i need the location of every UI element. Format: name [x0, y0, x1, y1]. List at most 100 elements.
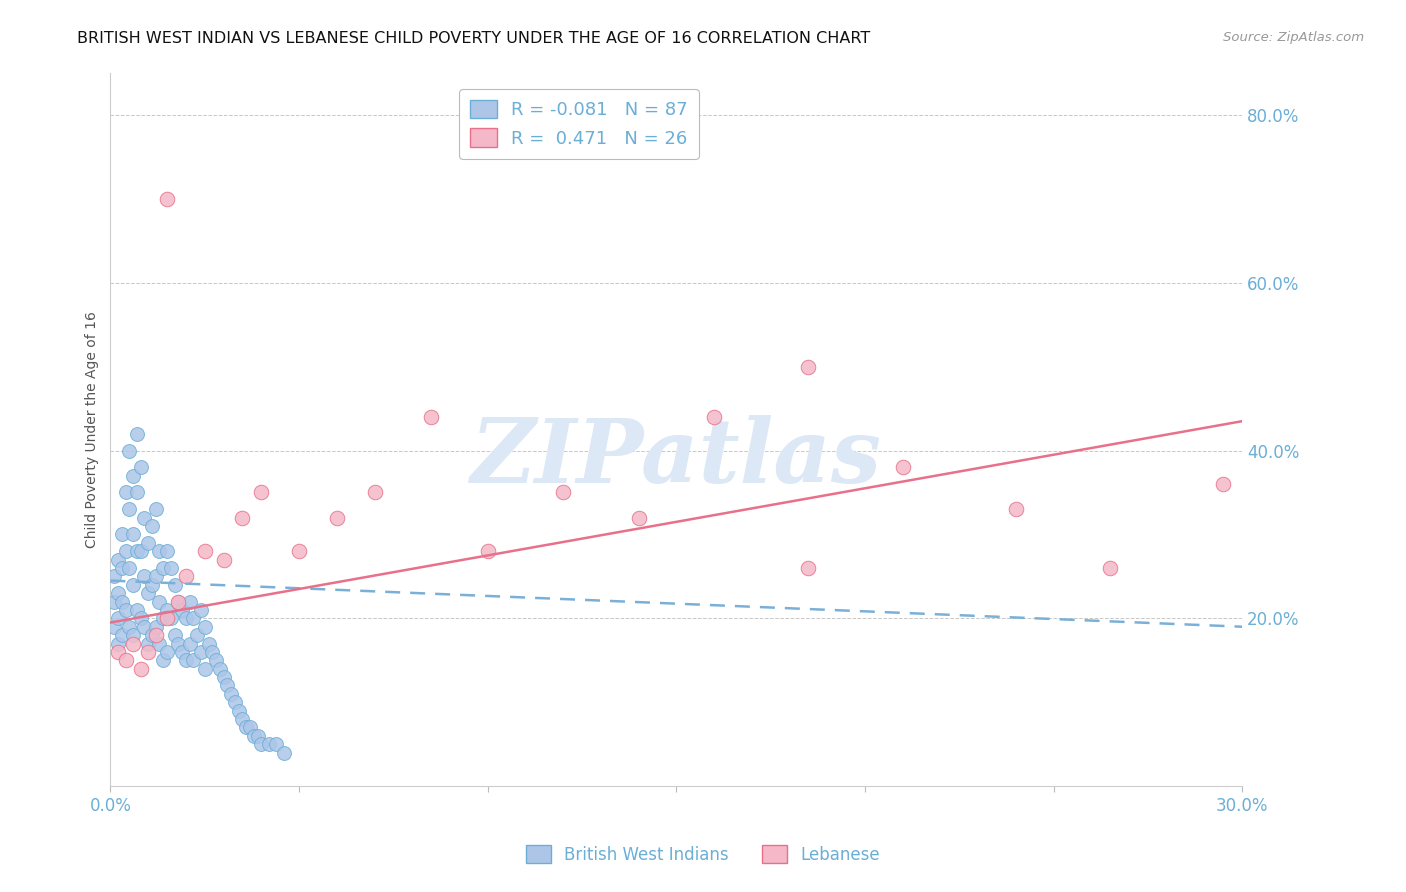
Point	[326, 510, 349, 524]
Point	[194, 620, 217, 634]
Point	[174, 653, 197, 667]
Point	[107, 586, 129, 600]
Point	[420, 409, 443, 424]
Point	[179, 636, 201, 650]
Point	[553, 485, 575, 500]
Point	[122, 578, 145, 592]
Point	[152, 561, 174, 575]
Point	[107, 645, 129, 659]
Point	[167, 636, 190, 650]
Point	[107, 552, 129, 566]
Point	[1212, 477, 1234, 491]
Point	[257, 737, 280, 751]
Point	[156, 603, 179, 617]
Point	[246, 729, 269, 743]
Point	[167, 594, 190, 608]
Point	[190, 645, 212, 659]
Point	[266, 737, 288, 751]
Point	[103, 569, 125, 583]
Point	[118, 502, 141, 516]
Point	[201, 645, 224, 659]
Point	[141, 578, 163, 592]
Point	[148, 544, 170, 558]
Point	[167, 594, 190, 608]
Point	[145, 620, 167, 634]
Point	[129, 544, 152, 558]
Point	[156, 645, 179, 659]
Point	[129, 460, 152, 475]
Point	[107, 611, 129, 625]
Point	[224, 695, 246, 709]
Point	[156, 192, 179, 206]
Point	[145, 502, 167, 516]
Point	[288, 544, 311, 558]
Point	[156, 611, 179, 625]
Point	[136, 636, 159, 650]
Point	[186, 628, 208, 642]
Point	[103, 594, 125, 608]
Point	[152, 653, 174, 667]
Point	[134, 569, 156, 583]
Text: Source: ZipAtlas.com: Source: ZipAtlas.com	[1223, 31, 1364, 45]
Point	[194, 662, 217, 676]
Point	[122, 628, 145, 642]
Point	[174, 569, 197, 583]
Point	[212, 552, 235, 566]
Point	[118, 561, 141, 575]
Text: BRITISH WEST INDIAN VS LEBANESE CHILD POVERTY UNDER THE AGE OF 16 CORRELATION CH: BRITISH WEST INDIAN VS LEBANESE CHILD PO…	[77, 31, 870, 46]
Point	[148, 594, 170, 608]
Point	[148, 636, 170, 650]
Point	[156, 544, 179, 558]
Point	[250, 737, 273, 751]
Point	[134, 620, 156, 634]
Point	[114, 603, 136, 617]
Legend: R = -0.081   N = 87, R =  0.471   N = 26: R = -0.081 N = 87, R = 0.471 N = 26	[458, 89, 699, 159]
Point	[197, 636, 219, 650]
Text: ZIPatlas: ZIPatlas	[471, 415, 882, 501]
Point	[1099, 561, 1122, 575]
Point	[122, 527, 145, 541]
Point	[273, 746, 295, 760]
Point	[208, 662, 231, 676]
Point	[107, 636, 129, 650]
Point	[118, 443, 141, 458]
Point	[242, 729, 264, 743]
Point	[250, 485, 273, 500]
Point	[159, 561, 181, 575]
Point	[1005, 502, 1028, 516]
Point	[122, 468, 145, 483]
Point	[174, 611, 197, 625]
Point	[111, 628, 134, 642]
Point	[219, 687, 242, 701]
Point	[103, 620, 125, 634]
Point	[145, 569, 167, 583]
Point	[136, 645, 159, 659]
Point	[194, 544, 217, 558]
Point	[797, 561, 820, 575]
Point	[797, 359, 820, 374]
Point	[231, 510, 253, 524]
Point	[891, 460, 914, 475]
Point	[172, 603, 194, 617]
Point	[159, 611, 181, 625]
Point	[239, 720, 262, 734]
Point	[205, 653, 228, 667]
Point	[129, 611, 152, 625]
Point	[114, 485, 136, 500]
Point	[172, 645, 194, 659]
Point	[235, 720, 257, 734]
Point	[111, 561, 134, 575]
Point	[114, 544, 136, 558]
Point	[118, 620, 141, 634]
Point	[125, 426, 148, 441]
Point	[231, 712, 253, 726]
Point	[141, 519, 163, 533]
Point	[136, 586, 159, 600]
Point	[212, 670, 235, 684]
Point	[228, 704, 250, 718]
Point	[627, 510, 650, 524]
Point	[152, 611, 174, 625]
Point	[163, 578, 186, 592]
Point	[190, 603, 212, 617]
Point	[145, 628, 167, 642]
